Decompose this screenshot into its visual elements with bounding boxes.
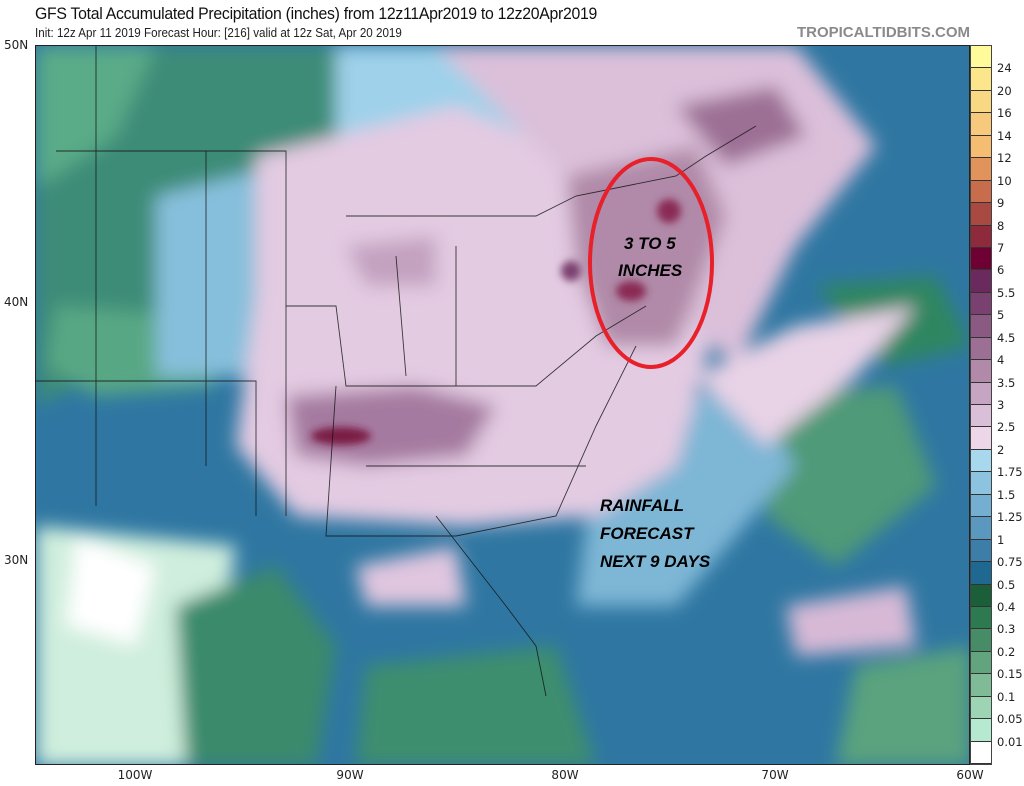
legend-label: 20 bbox=[997, 83, 1012, 98]
lon-label: 80W bbox=[551, 768, 579, 782]
legend-swatch bbox=[971, 225, 991, 248]
legend-swatch bbox=[971, 158, 991, 181]
legend-label: 1.5 bbox=[997, 487, 1016, 502]
legend-label: 1 bbox=[997, 532, 1005, 547]
legend-label: 14 bbox=[997, 128, 1012, 143]
legend-swatch bbox=[971, 68, 991, 91]
annotation-line: NEXT 9 DAYS bbox=[600, 552, 711, 571]
legend-label: 16 bbox=[997, 106, 1012, 121]
legend-swatch bbox=[971, 135, 991, 159]
legend-swatch bbox=[971, 315, 991, 338]
legend-swatch bbox=[971, 292, 991, 316]
legend-label: 0.4 bbox=[997, 599, 1016, 614]
legend-swatch bbox=[971, 247, 991, 271]
legend-swatch bbox=[971, 449, 991, 473]
precipitation-map bbox=[35, 45, 970, 765]
legend-swatch bbox=[971, 337, 991, 361]
legend-label: 24 bbox=[997, 61, 1012, 76]
legend-label: 2.5 bbox=[997, 420, 1016, 435]
legend-swatch bbox=[971, 382, 991, 405]
legend-swatch bbox=[971, 651, 991, 675]
legend-label: 10 bbox=[997, 173, 1012, 188]
map-title: GFS Total Accumulated Precipitation (inc… bbox=[35, 4, 598, 23]
legend-swatch bbox=[971, 472, 991, 495]
legend-label: 0.01 bbox=[997, 734, 1023, 749]
legend-swatch bbox=[971, 494, 991, 518]
legend-label: 8 bbox=[997, 218, 1005, 233]
annotation-line: 3 TO 5 bbox=[624, 234, 676, 253]
lat-label: 30N bbox=[4, 553, 29, 567]
legend-label: 7 bbox=[997, 240, 1005, 255]
legend-label: 0.15 bbox=[997, 667, 1023, 682]
highlight-ellipse bbox=[588, 157, 714, 369]
legend-swatch bbox=[971, 741, 991, 764]
legend-swatch bbox=[971, 270, 991, 293]
legend-swatch bbox=[971, 180, 991, 204]
lon-label: 90W bbox=[336, 768, 364, 782]
annotation-line: INCHES bbox=[618, 261, 683, 280]
legend-label: 0.1 bbox=[997, 689, 1016, 704]
legend-label: 9 bbox=[997, 196, 1005, 211]
legend-label: 0.2 bbox=[997, 644, 1016, 659]
legend-swatch bbox=[971, 360, 991, 383]
legend-label: 12 bbox=[997, 151, 1012, 166]
legend-label: 6 bbox=[997, 263, 1005, 278]
legend-swatch bbox=[971, 517, 991, 540]
annotation-line: FORECAST bbox=[600, 524, 694, 543]
legend-label: 1.75 bbox=[997, 465, 1023, 480]
legend-label: 5 bbox=[997, 308, 1005, 323]
legend-label: 2 bbox=[997, 442, 1005, 457]
legend-label: 0.75 bbox=[997, 555, 1023, 570]
legend-swatch bbox=[971, 203, 991, 226]
lon-label: 100W bbox=[117, 768, 153, 782]
legend-label: 0.3 bbox=[997, 622, 1016, 637]
map-subtitle: Init: 12z Apr 11 2019 Forecast Hour: [21… bbox=[35, 26, 402, 40]
legend-swatch bbox=[971, 562, 991, 585]
legend-swatch bbox=[971, 719, 991, 742]
legend-label: 0.05 bbox=[997, 712, 1023, 727]
legend-swatch bbox=[971, 113, 991, 136]
precipitation-legend bbox=[970, 45, 992, 765]
legend-swatch bbox=[971, 405, 991, 428]
precipitation-field bbox=[36, 46, 969, 764]
legend-label: 4 bbox=[997, 353, 1005, 368]
legend-swatch bbox=[971, 674, 991, 697]
legend-label: 4.5 bbox=[997, 330, 1016, 345]
legend-swatch bbox=[971, 696, 991, 720]
legend-label: 3 bbox=[997, 398, 1005, 412]
legend-swatch bbox=[971, 427, 991, 450]
legend-label: 3.5 bbox=[997, 375, 1016, 390]
lon-label: 70W bbox=[761, 768, 789, 782]
legend-swatch bbox=[971, 584, 991, 607]
legend-swatch bbox=[971, 90, 991, 114]
legend-swatch bbox=[971, 629, 991, 652]
legend-label: 0.5 bbox=[997, 577, 1016, 592]
lon-label: 60W bbox=[956, 768, 984, 782]
legend-swatch bbox=[971, 46, 991, 69]
lat-label: 50N bbox=[4, 38, 29, 52]
legend-swatch bbox=[971, 539, 991, 563]
legend-label: 5.5 bbox=[997, 285, 1016, 300]
annotation-line: RAINFALL bbox=[600, 496, 685, 515]
legend-swatch bbox=[971, 606, 991, 630]
forecast-annotation: RAINFALL FORECAST NEXT 9 DAYS bbox=[600, 492, 710, 576]
brand-watermark: TROPICALTIDBITS.COM bbox=[796, 24, 970, 41]
legend-label: 1.25 bbox=[997, 510, 1023, 525]
lat-label: 40N bbox=[4, 295, 29, 309]
circled-annotation: 3 TO 5 INCHES bbox=[618, 230, 682, 284]
